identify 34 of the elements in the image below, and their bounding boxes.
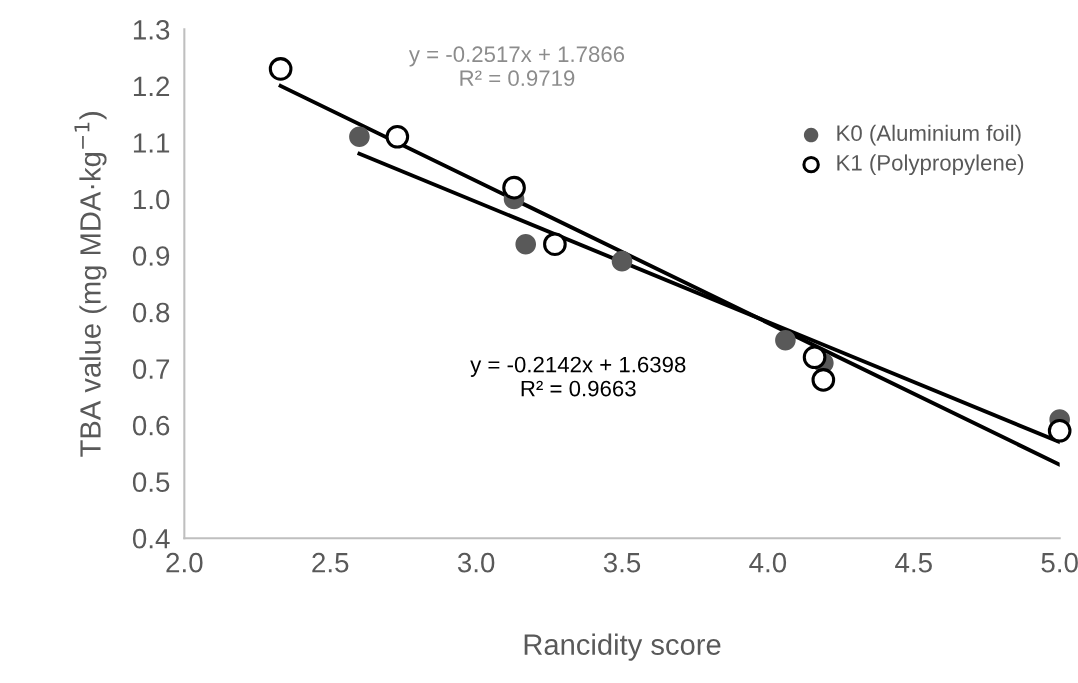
point (1047, 418, 1072, 443)
point (611, 250, 633, 272)
y-tick-label: 1.1 (133, 133, 170, 153)
legend-label: K0 (Aluminium foil) (837, 124, 1021, 146)
x-tick-label: 4.5 (895, 553, 932, 573)
y-tick-label: 1.0 (133, 189, 170, 210)
y-axis-title: TBA value (mg MDA·kg$^{−1}$) (74, 112, 107, 457)
point (775, 330, 796, 351)
point (349, 126, 370, 148)
point (811, 368, 836, 392)
y-tick-label: 0.4 (132, 528, 170, 549)
x-axis-title: Rancidity score (524, 633, 721, 661)
y-tick-label: 0.8 (132, 302, 170, 323)
x-tick-label: 4.0 (749, 552, 787, 573)
x-tick-label: 3.5 (603, 552, 641, 573)
x-tick-label: 3.0 (457, 552, 495, 573)
y-tick-label: 1.3 (133, 20, 170, 40)
y-tick-label: 1.2 (133, 76, 170, 96)
point (268, 57, 293, 81)
point (502, 175, 526, 200)
legend-label: K1 (Polypropylene) (837, 154, 1024, 176)
x-tick-label: 2.5 (312, 552, 349, 573)
point (385, 124, 410, 149)
y-tick-label: 0.9 (132, 246, 170, 266)
annotation: y = -0.2517x + 1.7866 R² = 0.9719 (408, 46, 625, 87)
x-tick-label: 5.0 (1041, 552, 1078, 573)
x-tick-label: 2.0 (166, 552, 203, 573)
point (543, 232, 567, 257)
y-tick-label: 0.6 (132, 415, 170, 436)
point (515, 233, 537, 255)
y-tick-label: 0.7 (132, 359, 170, 379)
y-tick-label: 0.5 (132, 472, 170, 493)
point (802, 345, 827, 370)
annotation: y = -0.2142x + 1.6398 R² = 0.9663 (470, 356, 686, 397)
